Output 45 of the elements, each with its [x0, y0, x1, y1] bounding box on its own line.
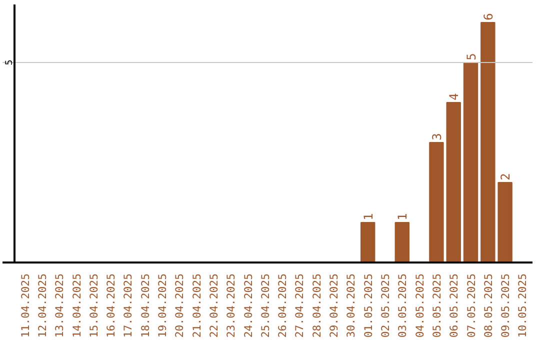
data-label: 4: [447, 93, 462, 100]
x-tick-label: 11.04.2025: [18, 274, 32, 338]
data-label: 3: [430, 133, 444, 140]
bar: [480, 22, 496, 262]
bar: [498, 182, 512, 262]
x-tick-label: 15.04.2025: [87, 274, 100, 338]
x-tick-label: 21.04.2025: [190, 274, 204, 338]
x-tick-label: 05.05.2025: [430, 274, 444, 338]
x-tick-label: 23.04.2025: [224, 274, 238, 338]
bar: [394, 222, 410, 262]
data-label: 2: [498, 173, 513, 180]
x-tick-label: 29.04.2025: [328, 274, 341, 338]
bar: [446, 102, 461, 262]
x-tick-label: 03.05.2025: [396, 274, 410, 338]
x-tick-label: 22.04.2025: [207, 274, 220, 338]
x-tick-label: 16.04.2025: [104, 274, 118, 338]
x-tick-label: 06.05.2025: [448, 274, 461, 338]
bar: [360, 222, 376, 262]
x-tick-label: 01.05.2025: [362, 274, 375, 338]
bar: [429, 142, 444, 262]
x-tick-label: 13.04.2025: [53, 274, 66, 338]
x-tick-label: 20.04.2025: [173, 274, 186, 338]
data-label: 5: [464, 53, 478, 60]
ref-line-label: 5: [4, 60, 16, 66]
x-tick-label: 27.04.2025: [293, 274, 306, 338]
x-tick-label: 07.05.2025: [464, 274, 478, 338]
data-label: 1: [361, 213, 376, 220]
data-label: 1: [396, 213, 410, 220]
x-tick-label: 02.05.2025: [378, 274, 392, 338]
x-tick-label: 18.04.2025: [138, 274, 152, 338]
x-tick-label: 09.05.2025: [499, 274, 512, 338]
x-tick-label: 25.04.2025: [258, 274, 272, 338]
x-tick-label: 17.04.2025: [122, 274, 135, 338]
x-tick-label: 30.04.2025: [344, 274, 358, 338]
x-tick-label: 28.04.2025: [310, 274, 324, 338]
x-tick-label: 10.05.2025: [516, 274, 530, 338]
x-tick-label: 08.05.2025: [482, 274, 495, 338]
x-tick-label: 26.04.2025: [276, 274, 290, 338]
bar: [463, 62, 478, 262]
x-tick-label: 19.04.2025: [156, 274, 170, 338]
data-label: 6: [481, 13, 496, 20]
x-tick-label: 04.05.2025: [413, 274, 426, 338]
x-tick-label: 14.04.2025: [70, 274, 84, 338]
x-tick-label: 24.04.2025: [242, 274, 255, 338]
x-tick-label: 12.04.2025: [36, 274, 49, 338]
